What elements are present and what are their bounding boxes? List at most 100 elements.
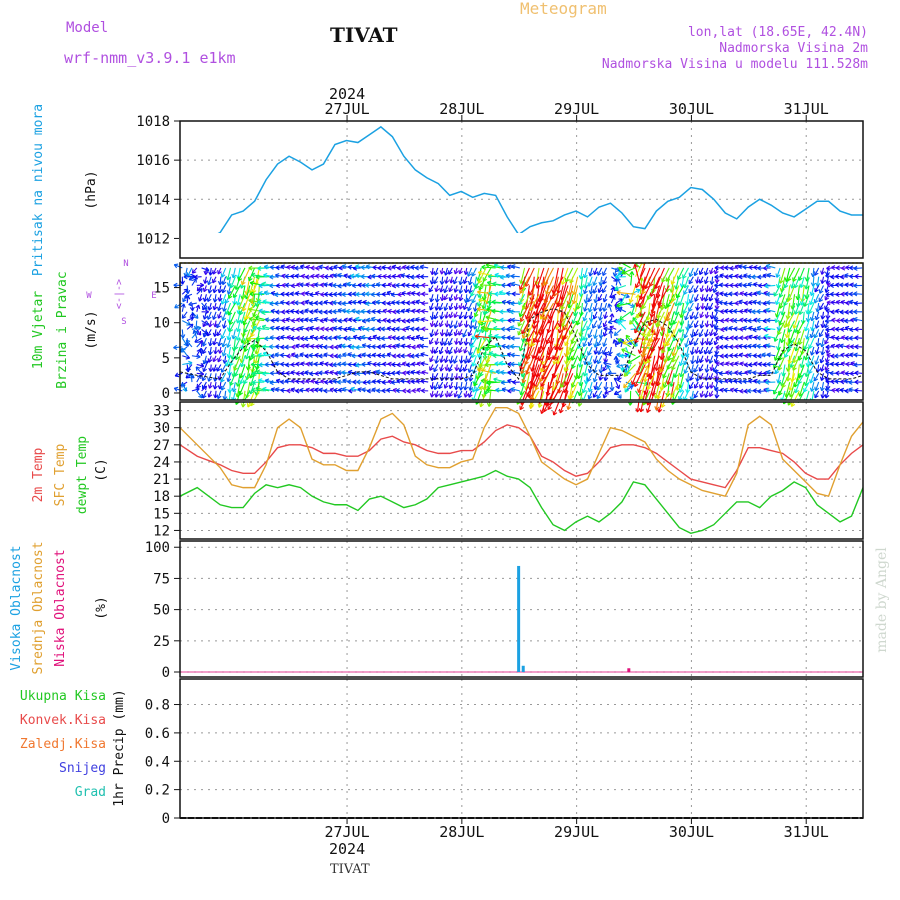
wind-vector-head <box>290 370 295 373</box>
wind-vector-head <box>495 369 501 372</box>
wind-vector-head <box>212 357 215 362</box>
wind-vector-head <box>241 363 245 368</box>
wind-vector-head <box>381 291 386 295</box>
wind-vector <box>220 373 227 383</box>
wind-vector-head <box>276 337 281 341</box>
wind-vector-head <box>511 291 516 295</box>
wind-vector-head <box>269 285 274 289</box>
wind-vector-head <box>642 326 645 331</box>
wind-vector-head <box>397 267 402 271</box>
wind-vector-head <box>308 317 313 321</box>
wind-vector-head <box>506 301 511 305</box>
wind-vector-head <box>347 276 352 280</box>
wind-vector-head <box>458 375 462 381</box>
wind-vector-head <box>360 276 365 280</box>
wind-vector-head <box>196 374 201 378</box>
wind-vector-head <box>347 266 352 270</box>
wind-vector-head <box>505 346 510 350</box>
wind-vector-head <box>694 324 699 328</box>
wind-vector-head <box>454 350 459 354</box>
wind-vector-head <box>439 280 443 285</box>
wind-vector <box>236 381 241 398</box>
wind-vector-head <box>650 347 653 352</box>
wind-vector-head <box>509 345 514 349</box>
wind-vector-head <box>275 267 280 271</box>
wind-vector-head <box>221 369 226 373</box>
wind-vector <box>540 355 550 373</box>
wind-vector-head <box>352 319 357 323</box>
wind-vector-head <box>467 299 472 303</box>
wind-vector-head <box>313 361 319 365</box>
wind-vector-head <box>290 362 295 366</box>
wind-vector-head <box>248 356 251 361</box>
wind-vector-head <box>546 392 551 397</box>
wind-vector <box>237 320 241 332</box>
wind-vector-head <box>667 393 671 397</box>
wind-vector-head <box>638 407 642 413</box>
wind-vector-head <box>501 299 506 303</box>
wind-vector-head <box>255 276 260 280</box>
wind-vector-head <box>291 264 296 268</box>
wind-vector-head <box>679 302 684 306</box>
wind-vector-head <box>300 264 305 267</box>
wind-vector <box>593 302 598 312</box>
wind-vector <box>182 355 190 359</box>
model-label: Model <box>66 20 109 36</box>
wind-vector <box>181 303 185 312</box>
wind-vector-head <box>666 278 671 282</box>
wind-vector-head <box>506 328 511 332</box>
wind-vector-head <box>263 274 267 278</box>
wind-vector <box>538 329 545 354</box>
wind-vector-head <box>229 329 234 333</box>
wind-vector-head <box>333 317 338 321</box>
wind-vector-head <box>332 309 337 313</box>
wind-vector-head <box>329 364 334 368</box>
wind-vector-head <box>227 378 232 383</box>
wind-vector-head <box>235 393 238 398</box>
wind-vector <box>233 338 236 351</box>
wind-vector-head <box>677 276 682 281</box>
wind-vector <box>196 288 203 295</box>
wind-vector-head <box>357 301 362 305</box>
wind-vector <box>615 390 622 399</box>
wind-vector-head <box>477 367 482 371</box>
wind-vector-head <box>357 388 362 393</box>
wind-vector-head <box>679 389 684 393</box>
wind-vector <box>204 276 207 284</box>
wind-vector-head <box>598 281 601 286</box>
wind-vector-head <box>338 387 343 391</box>
wind-vector-head <box>415 355 420 359</box>
wind-vector-head <box>699 324 702 329</box>
wind-vector-head <box>655 293 658 298</box>
wind-vector-head <box>397 273 402 277</box>
wind-vector-head <box>188 276 192 281</box>
wind-vector-head <box>240 362 243 367</box>
wind-vector-head <box>561 323 564 328</box>
wind-vector-head <box>553 412 558 416</box>
wind-vector-head <box>661 279 666 283</box>
wind-vector-head <box>458 296 461 301</box>
wind-vector-head <box>251 272 256 276</box>
wind-vector-head <box>603 368 607 372</box>
wind-vector-head <box>488 403 492 407</box>
wind-vector <box>460 355 463 364</box>
wind-vector-head <box>690 360 693 365</box>
wind-vector-head <box>341 300 346 305</box>
wind-vector-head <box>377 346 382 350</box>
wind-vector <box>522 294 530 310</box>
wind-vector-head <box>582 336 585 341</box>
wind-vector-head <box>552 411 555 416</box>
wind-vector-head <box>323 318 328 323</box>
wind-vector-head <box>249 357 254 361</box>
wind-vector-head <box>280 264 285 267</box>
wind-vector-head <box>284 275 289 279</box>
wind-vector <box>610 295 615 304</box>
wind-vector-head <box>654 319 659 324</box>
wind-vector-head <box>448 297 451 302</box>
wind-vector-head <box>659 346 663 351</box>
wind-vector <box>652 373 661 397</box>
wind-vector-head <box>460 386 464 391</box>
wind-vector-head <box>510 388 515 392</box>
wind-vector <box>429 355 434 362</box>
wind-vector-head <box>453 296 456 301</box>
